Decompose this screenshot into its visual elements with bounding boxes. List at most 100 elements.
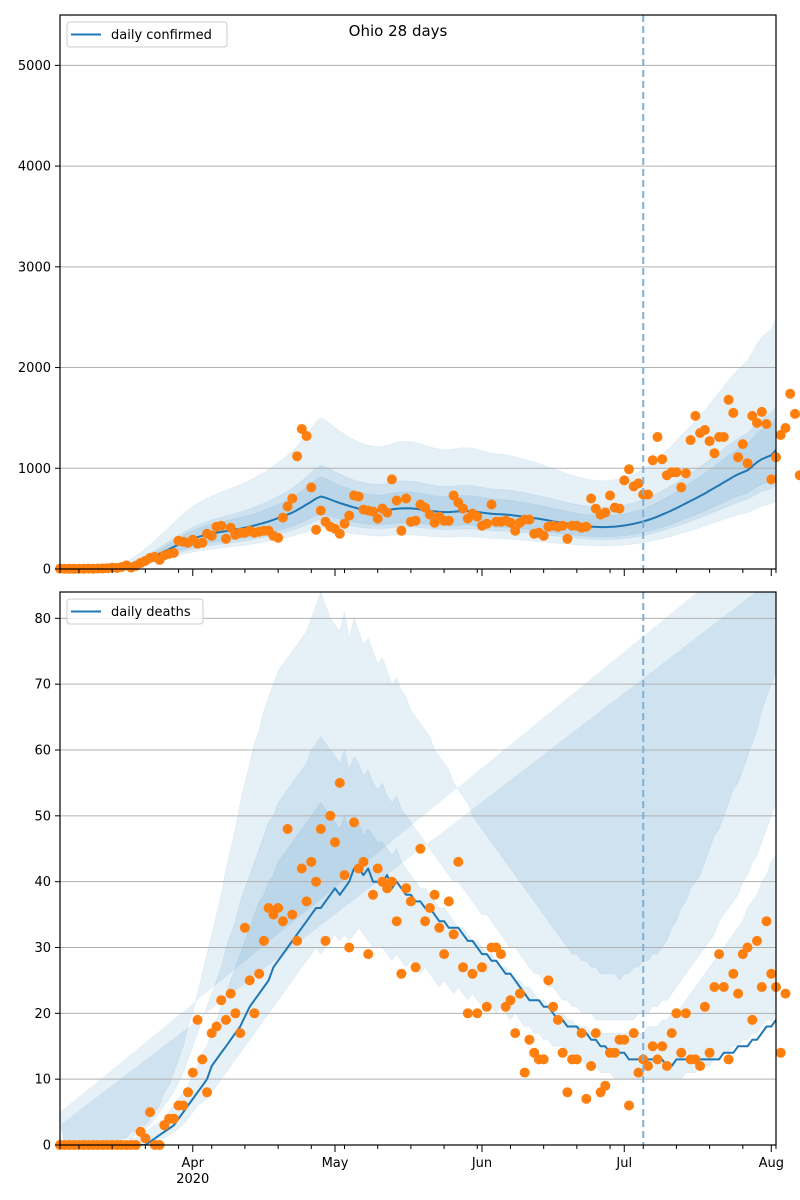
- observed-point: [519, 1067, 530, 1078]
- observed-point: [643, 489, 653, 500]
- observed-point: [277, 512, 288, 523]
- observed-point: [657, 454, 668, 465]
- observed-point: [538, 530, 549, 541]
- observed-point: [766, 474, 777, 485]
- observed-point: [742, 458, 753, 469]
- y-tick-label: 80: [34, 612, 51, 627]
- observed-point: [481, 1001, 492, 1012]
- observed-point: [780, 423, 791, 433]
- observed-point: [538, 1054, 549, 1065]
- observed-point: [429, 889, 440, 900]
- legend-label: daily confirmed: [111, 28, 212, 43]
- observed-point: [505, 995, 516, 1006]
- confirmed-observed-points: [55, 388, 800, 574]
- observed-point: [372, 513, 383, 524]
- observed-point: [477, 962, 487, 973]
- observed-point: [562, 533, 573, 544]
- observed-point: [514, 988, 525, 999]
- observed-point: [766, 968, 777, 979]
- observed-point: [666, 1028, 677, 1039]
- observed-point: [600, 1080, 611, 1091]
- observed-point: [296, 863, 307, 874]
- observed-point: [334, 528, 345, 539]
- observed-point: [718, 982, 729, 992]
- observed-point: [391, 916, 402, 927]
- observed-point: [358, 856, 369, 867]
- observed-point: [448, 929, 459, 940]
- observed-point: [249, 1008, 260, 1019]
- observed-point: [458, 962, 468, 973]
- observed-point: [733, 988, 744, 999]
- deaths-bands: [60, 592, 776, 1145]
- observed-point: [235, 1028, 246, 1039]
- observed-point: [680, 468, 691, 479]
- observed-point: [448, 490, 459, 501]
- observed-point: [624, 464, 634, 475]
- observed-point: [353, 491, 364, 502]
- observed-point: [505, 517, 516, 528]
- observed-point: [296, 424, 307, 434]
- observed-point: [661, 1061, 672, 1071]
- observed-point: [273, 903, 284, 913]
- y-tick-label: 2000: [18, 361, 51, 376]
- observed-point: [282, 824, 293, 834]
- observed-point: [334, 777, 345, 788]
- x-tick-label: Jun: [471, 1156, 492, 1171]
- observed-point: [790, 408, 800, 419]
- observed-point: [467, 968, 478, 979]
- x-tick-label: Aug: [759, 1156, 784, 1171]
- observed-point: [756, 982, 767, 992]
- observed-point: [633, 1067, 644, 1078]
- observed-point: [647, 1041, 658, 1052]
- observed-point: [391, 495, 402, 506]
- observed-point: [510, 1028, 521, 1039]
- observed-point: [368, 889, 378, 900]
- legend-box: [66, 598, 204, 625]
- observed-point: [747, 410, 758, 421]
- x-tick-label: Jul: [615, 1156, 632, 1171]
- observed-point: [168, 1113, 179, 1124]
- observed-point: [496, 949, 506, 960]
- observed-point: [453, 856, 464, 867]
- observed-point: [206, 530, 217, 541]
- observed-point: [552, 1014, 563, 1025]
- observed-point: [562, 1087, 573, 1098]
- observed-point: [761, 419, 772, 429]
- observed-point: [671, 467, 682, 478]
- observed-point: [197, 1054, 208, 1065]
- observed-point: [424, 903, 435, 913]
- observed-point: [292, 935, 303, 946]
- observed-point: [311, 876, 322, 887]
- observed-point: [543, 975, 554, 986]
- observed-point: [216, 995, 227, 1006]
- observed-point: [258, 935, 269, 946]
- x-tick-label: May: [322, 1156, 349, 1171]
- y-tick-label: 5000: [18, 59, 51, 74]
- observed-point: [230, 1008, 241, 1019]
- observed-point: [277, 916, 288, 927]
- observed-point: [273, 532, 284, 543]
- observed-point: [600, 507, 611, 518]
- observed-point: [586, 493, 597, 504]
- observed-point: [410, 515, 421, 526]
- observed-point: [576, 1028, 587, 1039]
- observed-point: [699, 425, 710, 435]
- observed-point: [187, 1067, 198, 1078]
- observed-point: [325, 810, 336, 821]
- observed-point: [472, 1008, 483, 1019]
- observed-point: [557, 520, 568, 531]
- observed-point: [548, 1001, 559, 1012]
- observed-point: [785, 388, 796, 399]
- observed-point: [372, 863, 383, 874]
- observed-point: [794, 470, 800, 481]
- observed-point: [415, 843, 426, 854]
- y-tick-label: 70: [34, 678, 51, 693]
- observed-point: [396, 968, 407, 979]
- observed-point: [282, 501, 293, 512]
- observed-point: [183, 1087, 193, 1098]
- observed-point: [287, 493, 298, 504]
- y-tick-label: 3000: [18, 260, 51, 275]
- observed-point: [301, 896, 312, 907]
- observed-point: [586, 1061, 597, 1071]
